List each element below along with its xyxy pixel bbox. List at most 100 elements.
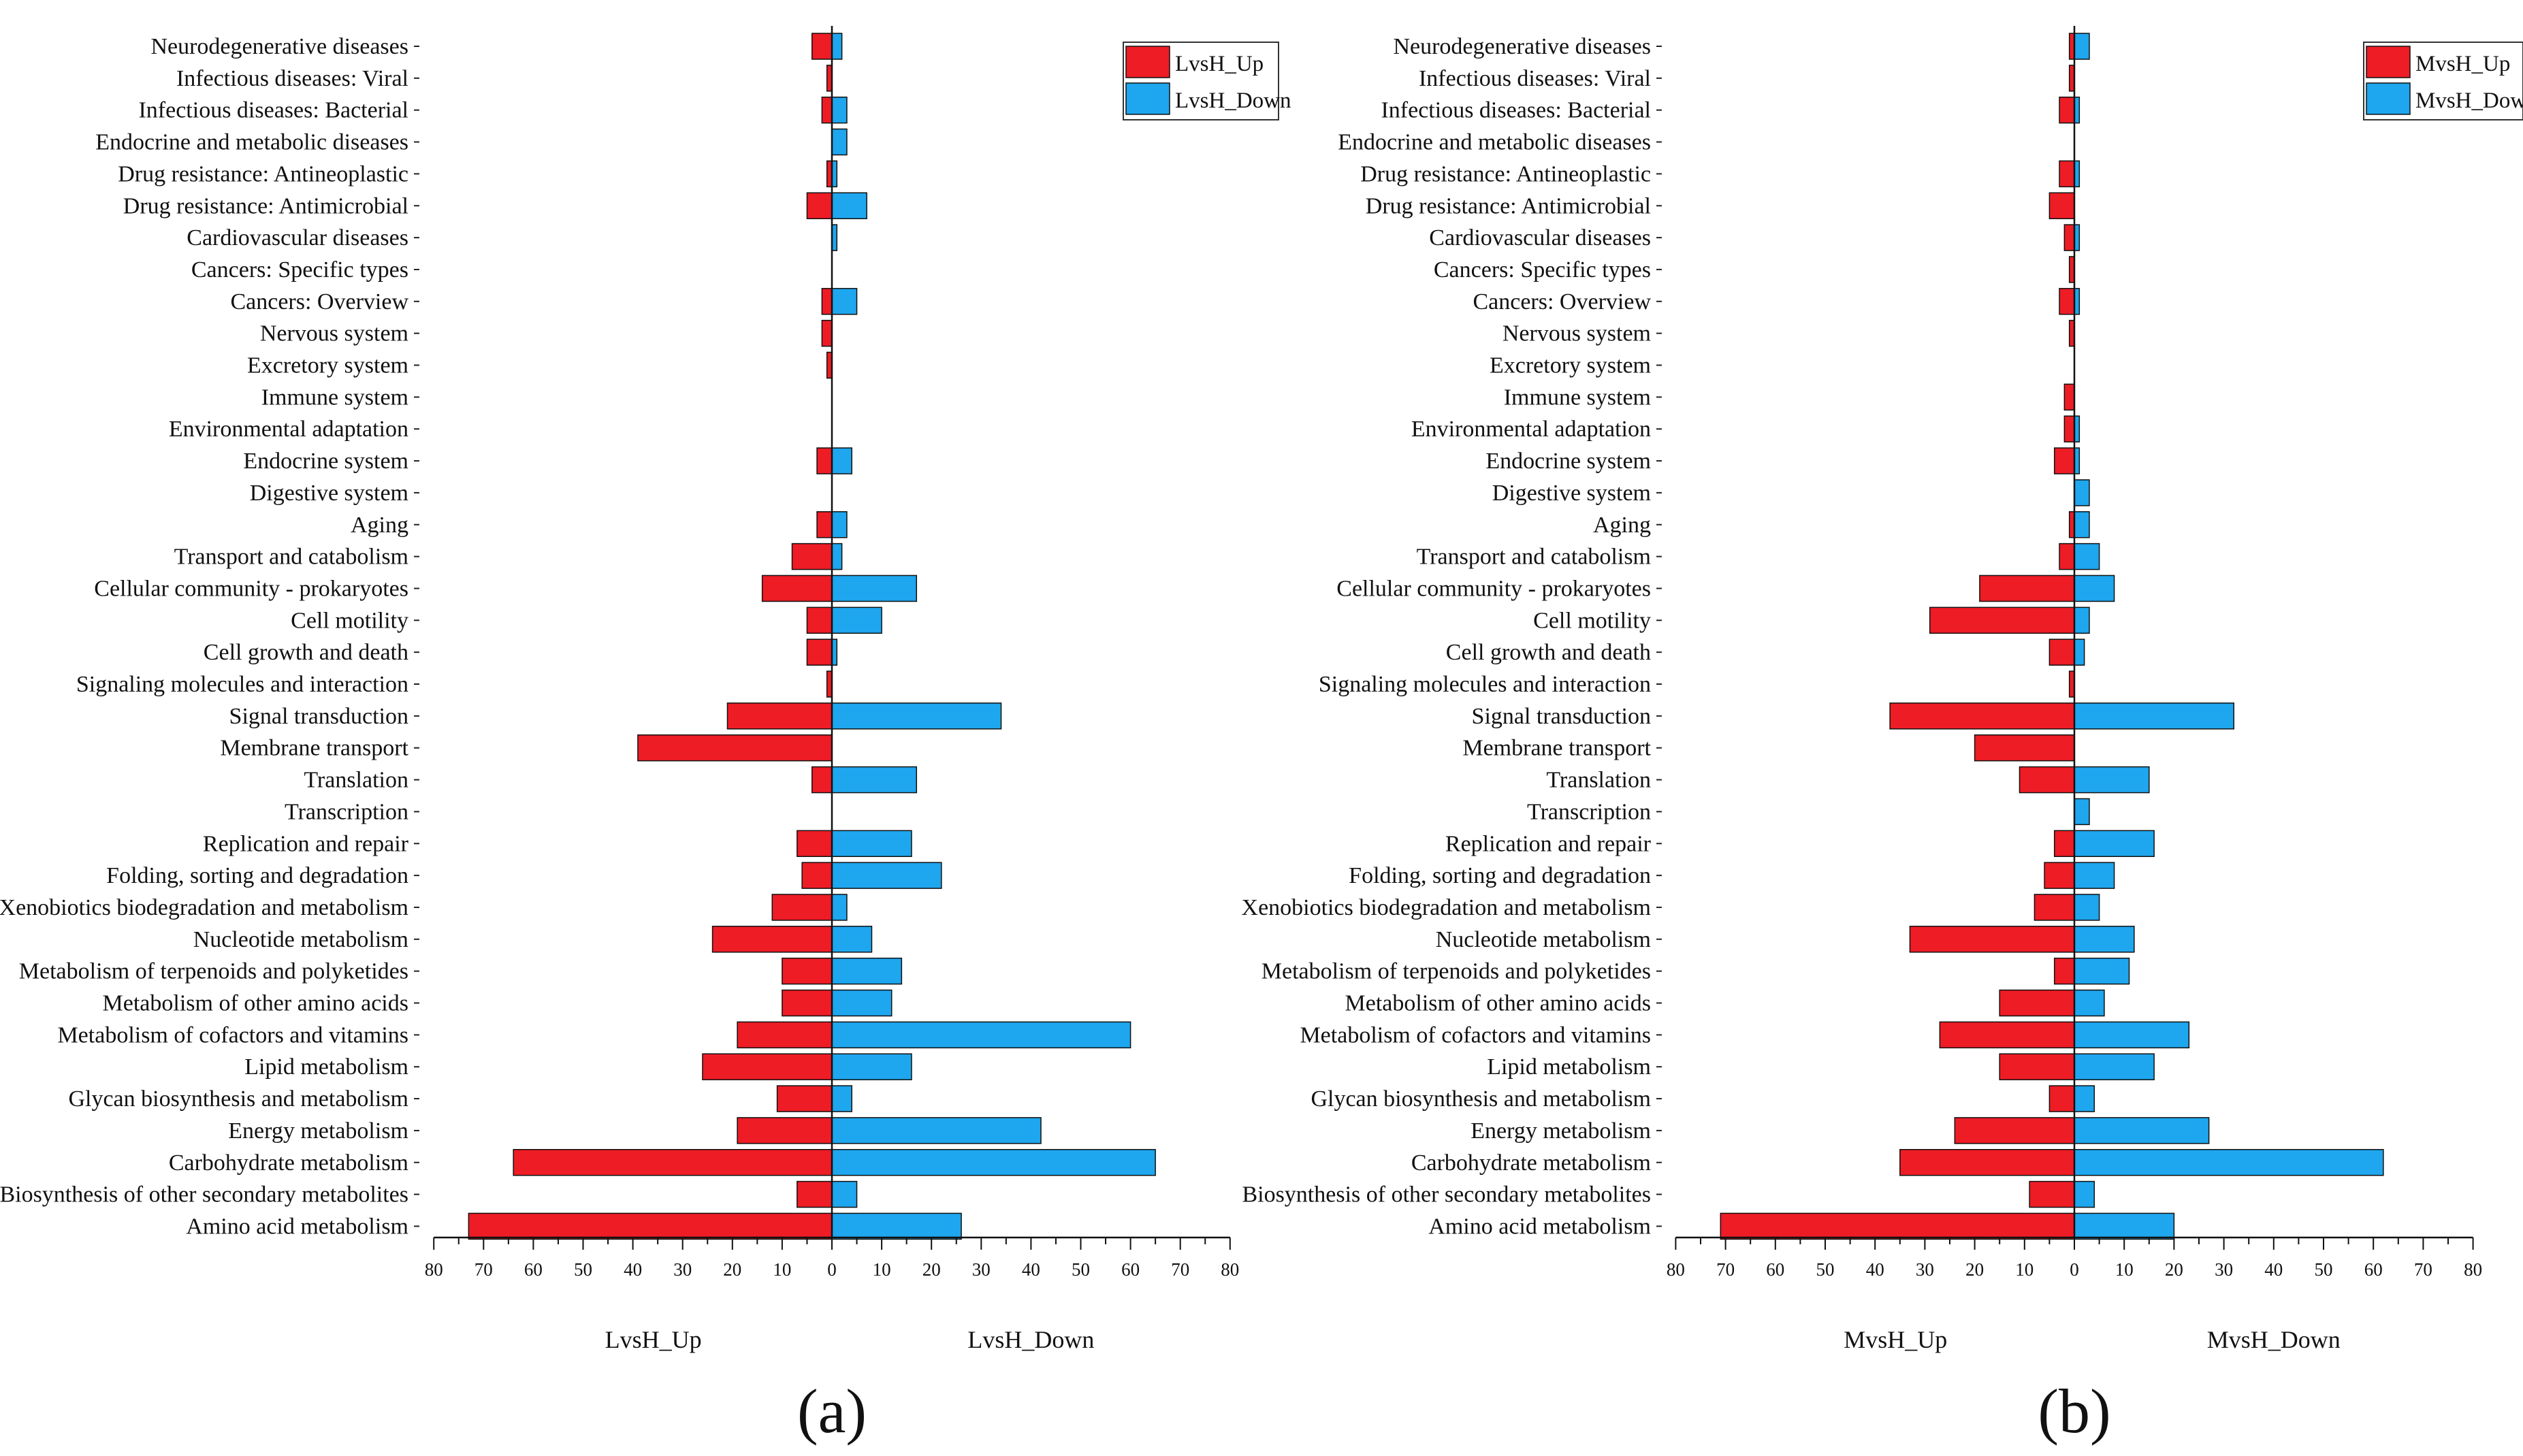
x-ticks: 80 70 60 50 40 30 20 10 0 10 20 30 40 50 60 70 80 — [1667, 1237, 2482, 1280]
category-label: Cellular community - prokaryotes — [1336, 576, 1651, 601]
category-label: Cardiovascular diseases — [1429, 225, 1651, 250]
category-label: Nucleotide metabolism — [193, 927, 408, 952]
panel-label: (b) — [2038, 1376, 2110, 1446]
bar-up — [2059, 543, 2075, 570]
bar-down — [831, 288, 858, 315]
category-label: Infectious diseases: Bacterial — [138, 98, 408, 123]
panel-b: Neurodegenerative diseases Infectious dis… — [1242, 26, 2523, 1446]
bar-down — [2074, 511, 2090, 538]
category-labels: Neurodegenerative diseases Infectious dis… — [0, 34, 419, 1239]
bar-down — [831, 1021, 1131, 1049]
bar-up — [806, 638, 833, 666]
x-tick-label: 40 — [1022, 1259, 1040, 1280]
x-tick-label: 0 — [827, 1259, 837, 1280]
bar-down — [2074, 989, 2105, 1017]
bar-down — [831, 575, 918, 602]
bar-down — [2074, 702, 2234, 730]
bar-up — [821, 319, 833, 347]
bar-down — [831, 1212, 962, 1240]
category-label: Signal transduction — [229, 704, 408, 729]
bar-up — [1889, 702, 2075, 730]
bar-up — [2059, 288, 2075, 315]
x-tick-label: 40 — [624, 1259, 642, 1280]
x-tick-label: 30 — [1916, 1259, 1934, 1280]
bar-down — [2074, 862, 2115, 889]
category-label: Metabolism of other amino acids — [1345, 991, 1651, 1016]
bar-down — [2074, 1180, 2095, 1208]
category-label: Signaling molecules and interaction — [1319, 672, 1651, 697]
legend: LvsH_Up LvsH_Down — [1123, 42, 1291, 120]
category-label: Drug resistance: Antineoplastic — [1360, 161, 1651, 187]
bar-up — [2034, 894, 2075, 921]
x-tick-label: 80 — [1667, 1259, 1685, 1280]
category-label: Excretory system — [1490, 353, 1651, 378]
bar-up — [1954, 1117, 2075, 1144]
x-label-right: MvsH_Down — [2207, 1326, 2341, 1353]
category-label: Folding, sorting and degradation — [106, 863, 408, 888]
category-label: Glycan biosynthesis and metabolism — [1311, 1086, 1651, 1112]
category-label: Infectious diseases: Viral — [176, 66, 408, 91]
category-label: Transcription — [1527, 799, 1651, 824]
panel-label: (a) — [797, 1376, 867, 1446]
category-label: Cancers: Overview — [1473, 289, 1651, 314]
category-label: Nucleotide metabolism — [1436, 927, 1651, 952]
bar-down — [831, 989, 893, 1017]
bar-up — [2044, 862, 2075, 889]
bar-down — [2074, 1085, 2095, 1112]
bar-down — [831, 192, 867, 219]
category-label: Drug resistance: Antimicrobial — [1366, 193, 1651, 219]
x-label-right: LvsH_Down — [967, 1326, 1094, 1353]
bar-up — [2059, 160, 2075, 188]
x-tick-label: 0 — [2070, 1259, 2079, 1280]
bar-down — [831, 957, 903, 985]
category-label: Transport and catabolism — [1417, 545, 1651, 570]
x-ticks: 80 70 60 50 40 30 20 10 0 10 20 30 40 50 60 70 80 — [425, 1237, 1239, 1280]
x-tick-label: 70 — [2414, 1259, 2432, 1280]
bar-up — [1939, 1021, 2075, 1049]
category-label: Neurodegenerative diseases — [1393, 34, 1651, 59]
x-tick-label: 40 — [1866, 1259, 1884, 1280]
category-label: Endocrine system — [243, 449, 408, 474]
bar-up — [2063, 383, 2075, 411]
category-label: Metabolism of cofactors and vitamins — [57, 1022, 408, 1048]
category-label: Signaling molecules and interaction — [76, 672, 408, 697]
panel-a: Neurodegenerative diseases Infectious dis… — [0, 26, 1291, 1446]
category-label: Drug resistance: Antineoplastic — [118, 161, 408, 187]
bar-down — [2074, 606, 2090, 634]
x-tick-label: 60 — [524, 1259, 543, 1280]
category-label: Endocrine and metabolic diseases — [95, 130, 408, 155]
category-label: Energy metabolism — [1471, 1118, 1651, 1144]
bar-down — [831, 766, 918, 794]
category-label: Cell growth and death — [1446, 640, 1651, 665]
category-label: Folding, sorting and degradation — [1349, 863, 1651, 888]
bar-down — [831, 543, 843, 570]
bar-down — [2074, 798, 2090, 826]
bar-up — [2048, 638, 2075, 666]
category-label: Aging — [351, 513, 408, 538]
category-label: Membrane transport — [220, 736, 408, 761]
bar-down — [2074, 1212, 2175, 1240]
bar-down — [2074, 1117, 2210, 1144]
bar-down — [831, 862, 942, 889]
category-label: Translation — [1546, 768, 1651, 793]
category-label: Aging — [1593, 513, 1651, 538]
category-label: Nervous system — [1502, 321, 1651, 346]
bar-up — [2063, 415, 2075, 442]
category-label: Amino acid metabolism — [1428, 1214, 1651, 1239]
x-tick-label: 20 — [922, 1259, 941, 1280]
bar-up — [2053, 957, 2075, 985]
bar-up — [2019, 766, 2075, 794]
category-label: Membrane transport — [1462, 736, 1651, 761]
x-tick-label: 60 — [2364, 1259, 2383, 1280]
bar-up — [2048, 192, 2075, 219]
bar-up — [1974, 734, 2075, 762]
bar-down — [831, 926, 873, 953]
bar-up — [1909, 926, 2075, 953]
bar-up — [791, 543, 833, 570]
bar-down — [831, 128, 848, 156]
category-label: Transport and catabolism — [174, 545, 408, 570]
bar-up — [816, 447, 833, 474]
legend-swatch-up — [1125, 46, 1170, 78]
x-tick-label: 70 — [1716, 1259, 1735, 1280]
